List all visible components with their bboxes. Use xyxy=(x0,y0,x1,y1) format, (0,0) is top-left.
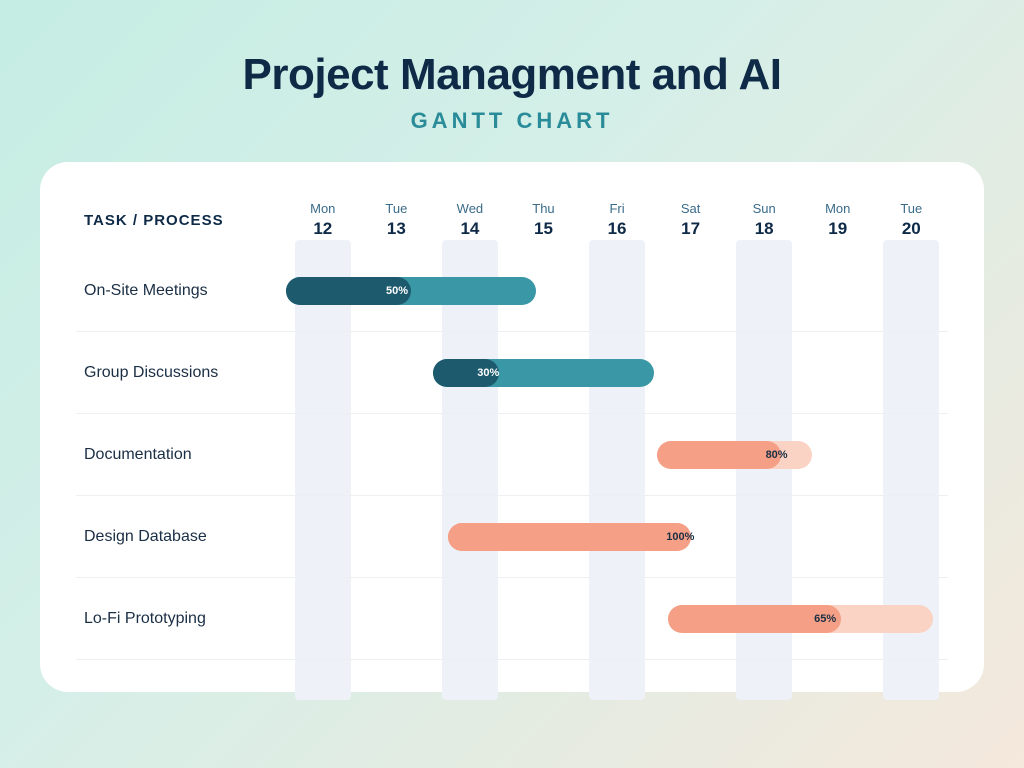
gantt-bar: 50% xyxy=(286,277,536,305)
date-num: 17 xyxy=(654,219,728,239)
gantt-bar-pct-label: 65% xyxy=(814,613,836,625)
date-num: 15 xyxy=(507,219,581,239)
gantt-bar-progress xyxy=(657,441,781,469)
task-row: Lo-Fi Prototyping 65% xyxy=(76,578,948,660)
date-dow: Tue xyxy=(360,201,434,216)
gantt-bar-pct-label: 80% xyxy=(766,449,788,461)
date-dow: Wed xyxy=(433,201,507,216)
gantt-bar: 80% xyxy=(657,441,811,469)
task-bar-cell: 100% xyxy=(286,496,948,577)
task-label: On-Site Meetings xyxy=(76,282,286,300)
page-background: Project Managment and AI GANTT CHART TAS… xyxy=(0,0,1024,768)
date-dow: Fri xyxy=(580,201,654,216)
date-num: 14 xyxy=(433,219,507,239)
date-dow: Sat xyxy=(654,201,728,216)
task-bar-cell: 30% xyxy=(286,332,948,413)
date-num: 18 xyxy=(727,219,801,239)
date-num: 13 xyxy=(360,219,434,239)
page-title: Project Managment and AI xyxy=(40,50,984,100)
header-row: TASK / PROCESS Mon12Tue13Wed14Thu15Fri16… xyxy=(76,190,948,250)
date-dow: Sun xyxy=(727,201,801,216)
date-dow: Thu xyxy=(507,201,581,216)
task-bar-cell: 65% xyxy=(286,578,948,659)
gantt-bar: 30% xyxy=(433,359,654,387)
task-label: Group Discussions xyxy=(76,364,286,382)
gantt-bar-progress xyxy=(448,523,691,551)
date-dow: Tue xyxy=(875,201,949,216)
date-col: Fri 16 xyxy=(580,201,654,239)
task-row: Design Database 100% xyxy=(76,496,948,578)
gantt-bar-pct-label: 50% xyxy=(386,285,408,297)
task-label: Lo-Fi Prototyping xyxy=(76,610,286,628)
date-col: Sun 18 xyxy=(727,201,801,239)
task-header-label: TASK / PROCESS xyxy=(76,212,286,229)
gantt-bar: 100% xyxy=(448,523,691,551)
date-num: 12 xyxy=(286,219,360,239)
gantt-bar-pct-label: 30% xyxy=(477,367,499,379)
task-label: Documentation xyxy=(76,446,286,464)
task-rows: On-Site Meetings 50% Group Discussions 30% D… xyxy=(76,250,948,660)
task-bar-cell: 50% xyxy=(286,250,948,331)
date-col: Thu 15 xyxy=(507,201,581,239)
task-row: On-Site Meetings 50% xyxy=(76,250,948,332)
gantt-grid: On-Site Meetings 50% Group Discussions 30% D… xyxy=(76,250,948,670)
gantt-card: TASK / PROCESS Mon12Tue13Wed14Thu15Fri16… xyxy=(40,162,984,692)
date-dow: Mon xyxy=(286,201,360,216)
date-col: Tue 13 xyxy=(360,201,434,239)
date-col: Mon 19 xyxy=(801,201,875,239)
date-col: Tue 20 xyxy=(875,201,949,239)
task-row: Documentation 80% xyxy=(76,414,948,496)
task-row: Group Discussions 30% xyxy=(76,332,948,414)
date-col: Sat 17 xyxy=(654,201,728,239)
gantt-bar-pct-label: 100% xyxy=(666,531,694,543)
page-subtitle: GANTT CHART xyxy=(40,108,984,134)
date-num: 16 xyxy=(580,219,654,239)
date-num: 19 xyxy=(801,219,875,239)
date-col: Mon 12 xyxy=(286,201,360,239)
date-header: Mon12Tue13Wed14Thu15Fri16Sat17Sun18Mon19… xyxy=(286,201,948,239)
date-num: 20 xyxy=(875,219,949,239)
task-bar-cell: 80% xyxy=(286,414,948,495)
date-col: Wed 14 xyxy=(433,201,507,239)
gantt-bar: 65% xyxy=(668,605,933,633)
task-label: Design Database xyxy=(76,528,286,546)
date-dow: Mon xyxy=(801,201,875,216)
